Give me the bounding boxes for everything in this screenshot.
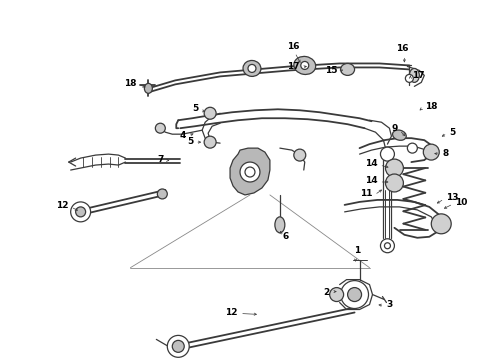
Text: 9: 9 — [391, 124, 397, 133]
Text: 15: 15 — [325, 66, 338, 75]
Ellipse shape — [409, 68, 419, 82]
Text: 4: 4 — [180, 131, 186, 140]
Circle shape — [386, 159, 403, 177]
Text: 7: 7 — [157, 154, 163, 163]
Text: 16: 16 — [287, 41, 299, 50]
Text: 5: 5 — [187, 137, 193, 146]
Text: 1: 1 — [354, 246, 361, 255]
Text: 10: 10 — [455, 198, 467, 207]
Text: 14: 14 — [365, 176, 377, 185]
Circle shape — [294, 149, 306, 161]
Ellipse shape — [145, 84, 152, 93]
Circle shape — [423, 144, 439, 160]
Text: 18: 18 — [425, 102, 438, 111]
Circle shape — [347, 288, 362, 302]
Circle shape — [330, 288, 343, 302]
Circle shape — [71, 202, 91, 222]
Ellipse shape — [243, 60, 261, 76]
Circle shape — [385, 243, 391, 249]
Circle shape — [167, 336, 189, 357]
Text: 17: 17 — [413, 71, 425, 80]
Text: 16: 16 — [396, 45, 409, 54]
Circle shape — [240, 162, 260, 182]
Circle shape — [204, 136, 216, 148]
Polygon shape — [230, 148, 270, 195]
Text: 11: 11 — [360, 189, 372, 198]
Ellipse shape — [294, 57, 316, 75]
Text: 17: 17 — [287, 62, 300, 71]
Circle shape — [341, 280, 368, 309]
Text: 8: 8 — [442, 149, 448, 158]
Text: 6: 6 — [283, 232, 289, 241]
Ellipse shape — [392, 130, 406, 140]
Circle shape — [245, 167, 255, 177]
Circle shape — [157, 189, 167, 199]
Circle shape — [380, 239, 394, 253]
Circle shape — [431, 214, 451, 234]
Text: 3: 3 — [387, 300, 392, 309]
Circle shape — [405, 75, 414, 82]
Circle shape — [407, 143, 417, 153]
Ellipse shape — [341, 63, 355, 75]
Text: 2: 2 — [323, 288, 330, 297]
Text: 5: 5 — [192, 104, 198, 113]
Circle shape — [155, 123, 165, 133]
Text: 14: 14 — [365, 158, 377, 167]
Circle shape — [248, 64, 256, 72]
Text: 12: 12 — [225, 308, 238, 317]
Circle shape — [172, 340, 184, 352]
Ellipse shape — [275, 217, 285, 233]
Circle shape — [386, 174, 403, 192]
Text: 12: 12 — [56, 201, 69, 210]
Circle shape — [301, 62, 309, 69]
Circle shape — [204, 107, 216, 119]
Circle shape — [380, 147, 394, 161]
Text: 13: 13 — [446, 193, 459, 202]
Text: 5: 5 — [449, 128, 456, 137]
Text: 18: 18 — [124, 79, 136, 88]
Circle shape — [75, 207, 86, 217]
